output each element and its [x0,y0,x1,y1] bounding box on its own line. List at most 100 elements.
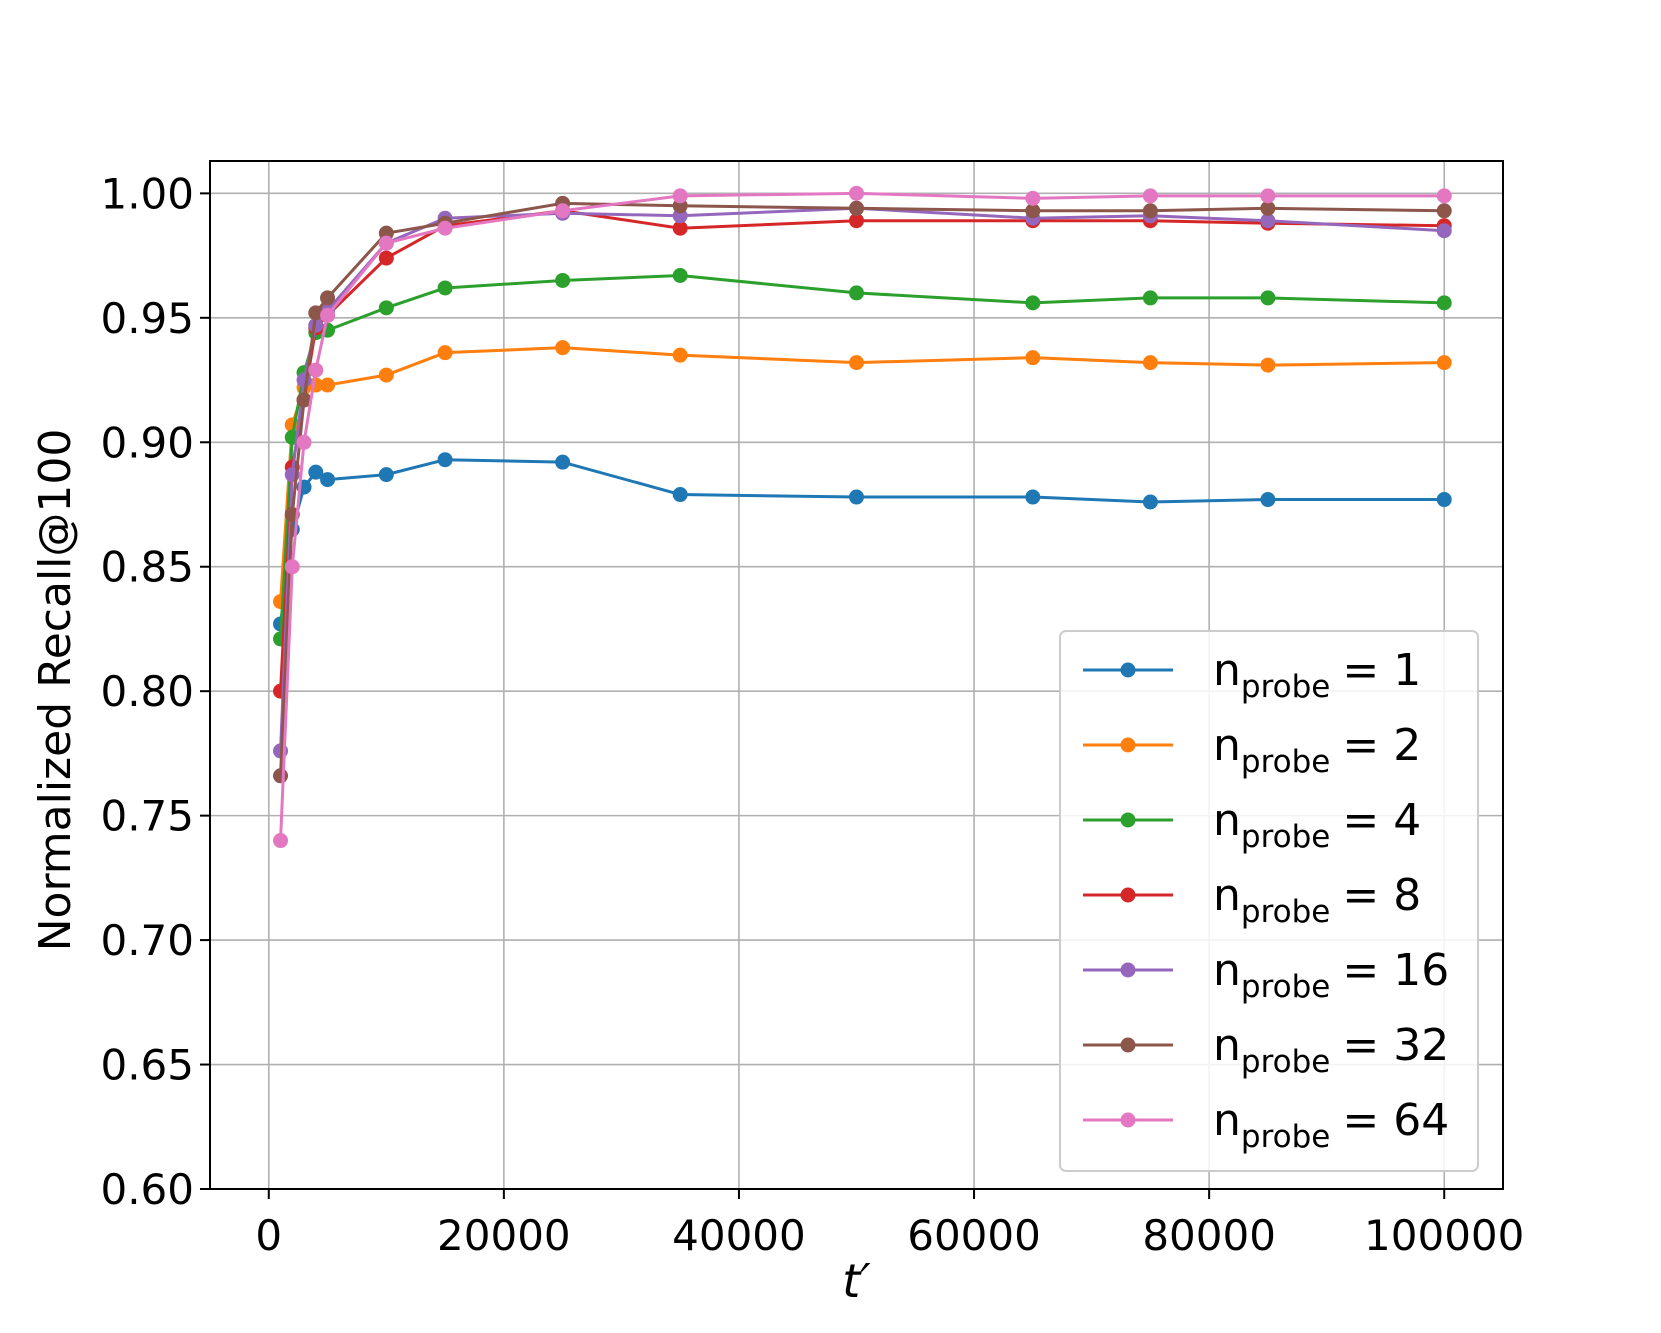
data-point [1260,188,1276,204]
data-point [849,213,864,229]
legend-item: nprobe = 8 [1083,870,1421,930]
data-point [1436,223,1452,239]
legend-label-prefix: n [1213,795,1241,846]
data-point [1142,188,1158,204]
legend-item: nprobe = 16 [1083,945,1449,1005]
data-point [308,317,324,333]
legend-marker [1120,887,1136,903]
series-line [279,206,1445,751]
y-tick-label: 0.95 [100,294,194,343]
legend-label: nprobe = 4 [1213,795,1421,855]
y-tick-label: 0.65 [100,1041,194,1090]
data-point [849,285,864,301]
legend-label-value: = 64 [1342,1095,1449,1146]
data-point [437,220,453,236]
legend-item: nprobe = 32 [1083,1020,1449,1080]
series-line [279,273,1445,639]
data-point [308,464,324,480]
series-line [279,346,1445,602]
series-line [279,201,1445,776]
legend-label-value: = 32 [1342,1020,1449,1071]
legend-label-subscript: probe [1241,969,1330,1005]
data-point [555,454,571,470]
legend-label: nprobe = 2 [1213,720,1421,780]
y-tick-label: 0.85 [100,543,194,592]
data-point [320,472,336,488]
legend-label-prefix: n [1213,720,1241,771]
data-point [1436,295,1452,311]
legend-label-subscript: probe [1241,1044,1330,1080]
y-tick-label: 0.60 [100,1165,194,1214]
data-point [284,559,300,575]
legend-label: nprobe = 64 [1213,1095,1449,1155]
legend-label: nprobe = 32 [1213,1020,1449,1080]
data-point [378,367,394,383]
data-point [1142,494,1158,510]
data-point [1025,203,1041,219]
legend-label-value: = 1 [1342,645,1421,696]
legend-label-value: = 16 [1342,945,1449,996]
data-point [378,250,394,266]
legend-item: nprobe = 2 [1083,720,1421,780]
data-point [378,467,394,483]
x-tick-label: 80000 [1142,1211,1276,1260]
data-point [437,452,453,468]
data-point [672,220,688,236]
series-layer [273,185,1452,849]
x-tick-label: 20000 [437,1211,571,1260]
series-0 [273,452,1452,632]
legend-label-value: = 2 [1342,720,1421,771]
data-point [1142,203,1158,219]
data-point [273,833,289,849]
legend-label-prefix: n [1213,1095,1241,1146]
series-line [279,191,1445,841]
data-point [1260,357,1276,373]
x-axis-label: t′ [842,1254,871,1308]
data-point [555,272,571,288]
data-point [320,290,336,306]
y-tick-label: 0.80 [100,667,194,716]
data-point [378,300,394,316]
data-point [672,267,688,283]
legend-label: nprobe = 1 [1213,645,1421,705]
data-point [555,340,571,356]
data-point [1436,188,1452,204]
legend-label-subscript: probe [1241,744,1330,780]
legend-label-subscript: probe [1241,819,1330,855]
data-point [296,372,312,388]
data-point [320,307,336,323]
data-point [849,200,864,216]
data-point [1260,290,1276,306]
legend-marker [1120,812,1136,828]
legend-label-subscript: probe [1241,1119,1330,1155]
data-point [1436,355,1452,371]
legend-marker [1120,737,1136,753]
data-point [437,280,453,296]
legend-box [1059,630,1479,1172]
data-point [308,305,324,321]
data-point [1436,203,1452,219]
data-point [378,235,394,251]
data-point [1260,492,1276,508]
legend-label: nprobe = 16 [1213,945,1449,1005]
data-point [437,345,453,361]
legend-label-prefix: n [1213,945,1241,996]
y-tick-label: 0.70 [100,916,194,965]
data-point [672,347,688,363]
data-point [273,768,289,784]
x-tick-label: 60000 [907,1211,1041,1260]
data-point [308,362,324,378]
legend-label-prefix: n [1213,870,1241,921]
legend-item: nprobe = 1 [1083,645,1421,705]
y-axis-ticks: 0.60 0.65 0.70 0.75 0.80 0.85 0.90 0.95 1.00 [100,169,210,1214]
y-axis-label: Normalized Recall@100 [30,429,81,952]
legend-label-subscript: probe [1241,669,1330,705]
legend-label-subscript: probe [1241,894,1330,930]
data-point [849,355,864,371]
data-point [1025,190,1041,206]
data-point [1260,200,1276,216]
data-point [296,434,312,450]
data-point [849,185,864,201]
